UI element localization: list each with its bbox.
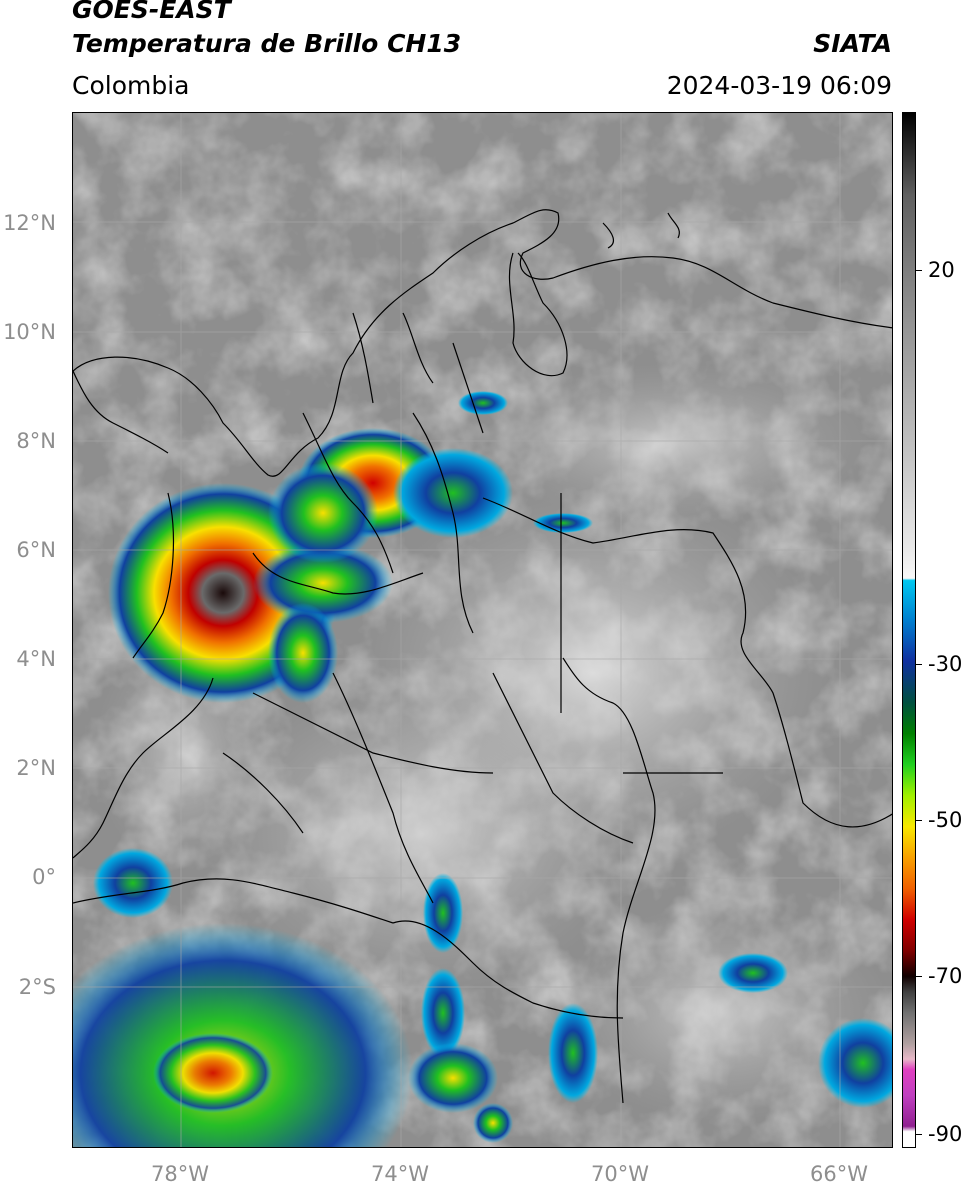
lat-label-10n: 10°N (3, 320, 56, 344)
product-title: Temperatura de Brillo CH13 (72, 29, 462, 58)
colorbar-tick-minus90 (916, 1134, 922, 1135)
lon-label-70w: 70°W (591, 1162, 649, 1186)
colorbar-label-20: 20 (928, 258, 955, 282)
lat-label-12n: 12°N (3, 211, 56, 235)
lon-label-74w: 74°W (371, 1162, 429, 1186)
map-canvas (73, 113, 892, 1147)
lat-label-2n: 2°N (16, 756, 56, 780)
lon-label-66w: 66°W (810, 1162, 868, 1186)
lat-label-2s: 2°S (18, 975, 56, 999)
colorbar-label-minus90: -90 (928, 1122, 963, 1146)
country-borders (73, 209, 892, 1104)
colorbar-tick-minus30 (916, 664, 922, 665)
colorbar-tick-minus50 (916, 820, 922, 821)
source-label: SIATA (813, 29, 892, 58)
satellite-title: GOES-EAST (72, 0, 231, 24)
lat-label-4n: 4°N (16, 647, 56, 671)
colorbar-label-minus50: -50 (928, 808, 963, 832)
lat-label-0: 0° (32, 865, 56, 889)
colorbar-tick-minus70 (916, 976, 922, 977)
colorbar-label-minus30: -30 (928, 652, 963, 676)
colorbar (902, 112, 916, 1148)
convective-cells (73, 391, 892, 1147)
datetime-label: 2024-03-19 06:09 (666, 71, 892, 100)
colorbar-label-minus70: -70 (928, 964, 963, 988)
region-label: Colombia (72, 71, 190, 100)
lon-label-78w: 78°W (151, 1162, 209, 1186)
colorbar-tick-20 (916, 270, 922, 271)
satellite-map[interactable] (72, 112, 893, 1148)
lat-label-6n: 6°N (16, 538, 56, 562)
graticule (73, 113, 892, 1147)
lat-label-8n: 8°N (16, 429, 56, 453)
